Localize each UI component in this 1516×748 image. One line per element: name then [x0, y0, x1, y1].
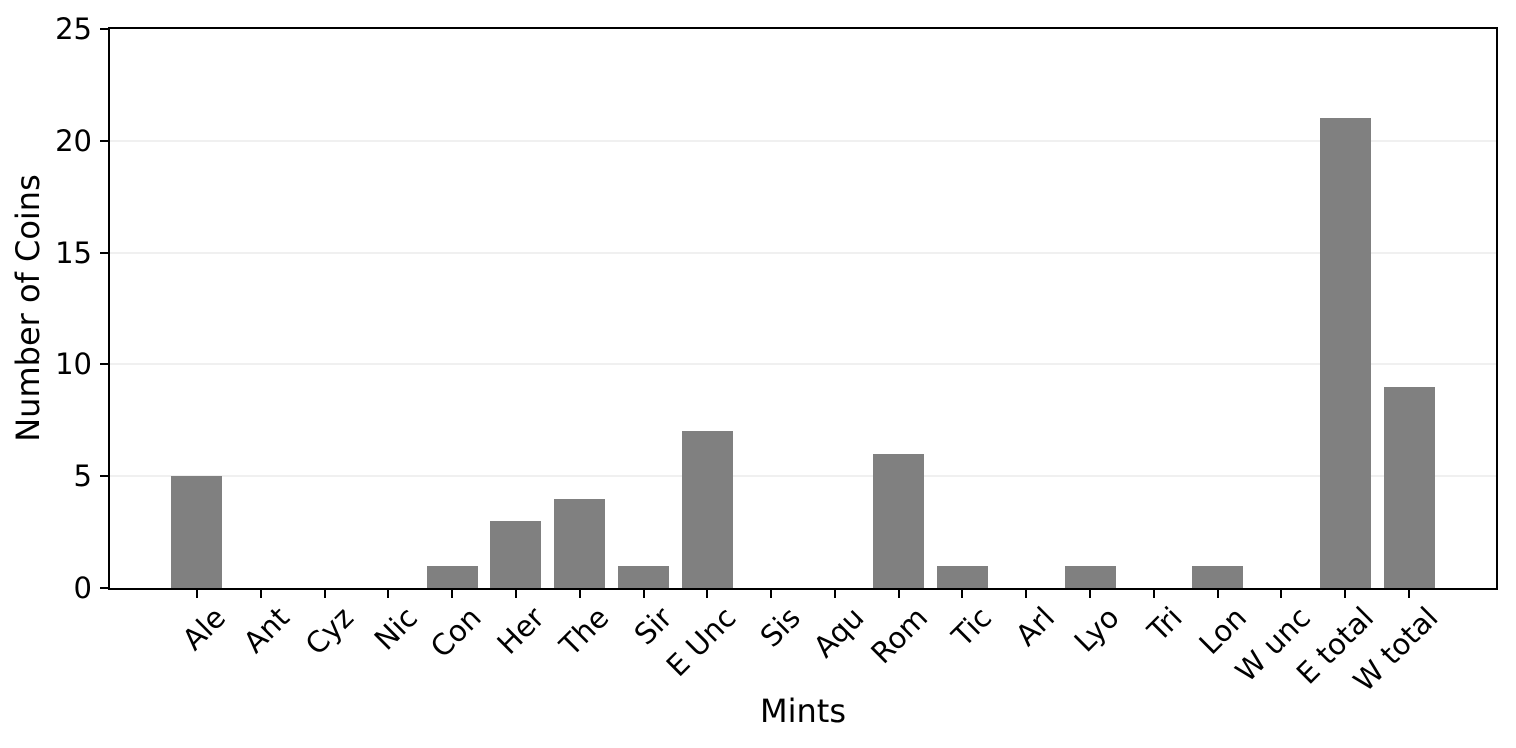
y-axis-title: Number of Coins — [9, 174, 47, 442]
y-tick-mark — [100, 475, 108, 478]
x-tick-label: Ant — [237, 600, 297, 660]
bar-con — [426, 565, 478, 588]
x-axis-title: Mints — [760, 692, 846, 730]
x-tick-mark — [1344, 590, 1347, 598]
y-tick-label: 5 — [73, 459, 92, 494]
x-tick-mark — [1089, 590, 1092, 598]
x-tick-mark — [706, 590, 709, 598]
x-tick-mark — [1408, 590, 1410, 598]
y-tick-mark — [100, 363, 108, 366]
y-tick-mark — [100, 139, 108, 142]
x-tick-label: Tri — [1141, 600, 1190, 648]
x-tick-mark — [514, 590, 517, 598]
x-tick-mark — [323, 590, 326, 598]
bar-e-total — [1319, 118, 1371, 588]
y-tick-label: 25 — [55, 12, 92, 46]
y-tick-mark — [100, 587, 108, 589]
x-tick-mark — [897, 590, 900, 598]
gridline-y-10 — [110, 363, 1496, 366]
bar-lyo — [1064, 565, 1116, 588]
x-tick-mark — [387, 590, 390, 598]
x-tick-mark — [1216, 590, 1219, 598]
y-tick-label: 20 — [55, 123, 92, 158]
x-tick-mark — [578, 590, 581, 598]
x-tick-label: Sis — [752, 600, 807, 654]
plot-area — [108, 27, 1498, 590]
x-tick-label: Aqu — [806, 600, 871, 665]
x-tick-mark — [770, 590, 773, 598]
y-tick-label: 0 — [73, 571, 92, 605]
x-tick-mark — [1025, 590, 1028, 598]
x-tick-label: Her — [490, 600, 552, 661]
x-tick-label: Con — [423, 600, 488, 665]
x-tick-mark — [259, 590, 262, 598]
bar-w-total — [1383, 386, 1435, 588]
x-tick-label: Ale — [175, 600, 233, 657]
x-tick-mark — [642, 590, 645, 598]
x-tick-label: Lyo — [1067, 600, 1126, 659]
x-tick-label: Cyz — [298, 600, 360, 662]
gridline-y-15 — [110, 251, 1496, 254]
bar-the — [554, 498, 606, 588]
x-tick-mark — [833, 590, 836, 598]
bar-ale — [171, 476, 223, 588]
bar-her — [490, 520, 542, 588]
x-tick-mark — [451, 590, 454, 598]
x-tick-label: Nic — [367, 600, 424, 657]
bar-tic — [936, 565, 988, 588]
x-tick-label: Tic — [944, 600, 998, 654]
gridline-y-5 — [110, 475, 1496, 478]
x-tick-label: The — [552, 600, 616, 663]
gridline-y-20 — [110, 139, 1496, 142]
x-tick-mark — [1152, 590, 1155, 598]
x-tick-mark — [195, 590, 198, 598]
y-tick-mark — [100, 251, 108, 254]
y-tick-label: 10 — [55, 347, 92, 382]
y-tick-label: 15 — [55, 235, 92, 270]
x-tick-mark — [961, 590, 964, 598]
bar-rom — [873, 453, 925, 588]
x-tick-label: Arl — [1009, 600, 1062, 653]
bar-lon — [1192, 565, 1244, 588]
x-tick-label: Rom — [864, 600, 935, 671]
bar-sir — [618, 565, 670, 588]
y-tick-mark — [100, 28, 108, 30]
x-tick-label: E Unc — [659, 600, 743, 684]
x-tick-label: Sir — [627, 600, 679, 652]
x-tick-mark — [1280, 590, 1283, 598]
bar-e-unc — [681, 431, 733, 588]
